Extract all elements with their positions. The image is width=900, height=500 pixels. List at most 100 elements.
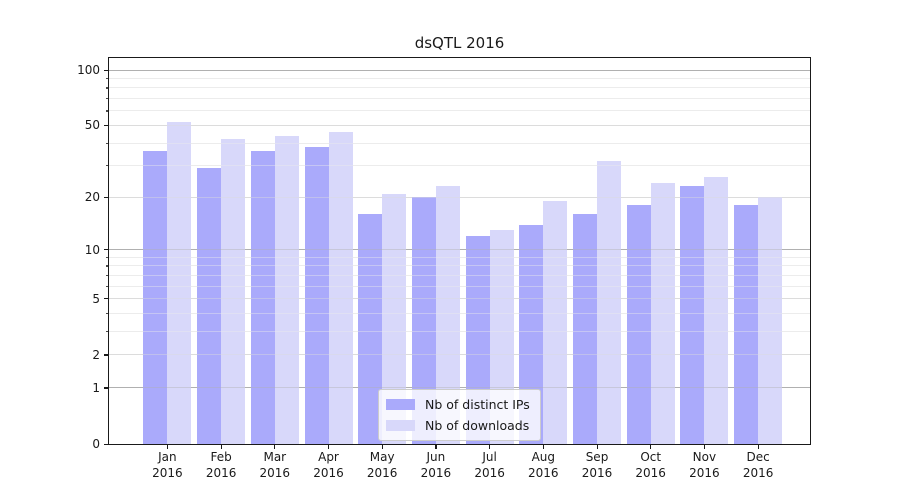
bar-feb-downloads bbox=[221, 139, 246, 444]
x-tick-year: 2016 bbox=[313, 466, 344, 480]
y-tick-mark-10 bbox=[104, 249, 109, 251]
legend: Nb of distinct IPs Nb of downloads bbox=[378, 389, 541, 441]
x-tick-month: Nov bbox=[692, 450, 717, 464]
gridlines-overlay-layer bbox=[109, 58, 810, 444]
x-tick-label-dec: Dec 2016 bbox=[730, 449, 786, 481]
y-tick-mark-20 bbox=[104, 196, 109, 198]
x-tick-mark-dec bbox=[757, 445, 759, 449]
gridline-y80 bbox=[109, 87, 810, 89]
bar-apr-distinct-ips bbox=[304, 147, 329, 444]
y-tick-mark-2 bbox=[104, 354, 109, 356]
x-tick-month: Sep bbox=[585, 450, 609, 464]
gridline-y100 bbox=[109, 69, 810, 71]
bar-oct-downloads bbox=[650, 183, 675, 444]
gridline-y40 bbox=[109, 142, 810, 144]
x-tick-month: May bbox=[369, 450, 395, 464]
y-tick-label-10: 10 bbox=[84, 242, 100, 257]
x-tick-mark-aug bbox=[542, 445, 544, 449]
gridline-y4 bbox=[109, 313, 810, 315]
gridline-y30 bbox=[109, 165, 810, 167]
y-tick-label-5: 5 bbox=[92, 291, 100, 306]
gridline-y9 bbox=[109, 256, 810, 258]
bar-sep-downloads bbox=[597, 160, 621, 444]
x-tick-year: 2016 bbox=[152, 466, 183, 480]
gridline-y70 bbox=[109, 98, 810, 100]
x-tick-year: 2016 bbox=[205, 466, 237, 480]
x-tick-mark-sep bbox=[596, 445, 598, 449]
y-minor-tick-mark-40 bbox=[106, 142, 109, 144]
y-minor-tick-mark-4 bbox=[106, 313, 109, 315]
y-minor-tick-mark-3 bbox=[106, 331, 109, 333]
x-tick-mark-jun bbox=[435, 445, 437, 449]
bar-nov-downloads bbox=[704, 176, 729, 444]
y-tick-label-0: 0 bbox=[92, 437, 100, 451]
x-tick-year: 2016 bbox=[366, 466, 398, 480]
legend-label: Nb of downloads bbox=[425, 418, 530, 433]
y-tick-mark-0 bbox=[104, 443, 109, 445]
gridline-y6 bbox=[109, 285, 810, 287]
x-tick-month: Jul bbox=[482, 450, 497, 464]
x-tick-mark-apr bbox=[328, 445, 330, 449]
x-tick-month: Feb bbox=[210, 450, 232, 464]
bar-dec-distinct-ips bbox=[734, 205, 759, 444]
y-minor-tick-mark-60 bbox=[106, 110, 109, 112]
x-tick-month: Jun bbox=[426, 450, 446, 464]
bar-aug-downloads bbox=[543, 201, 568, 444]
y-tick-mark-1 bbox=[104, 387, 109, 389]
bar-dec-downloads bbox=[758, 197, 783, 444]
x-tick-month: Aug bbox=[531, 450, 556, 464]
y-tick-label-2: 2 bbox=[92, 347, 100, 362]
legend-entry-downloads: Nb of downloads bbox=[386, 418, 530, 433]
gridline-y30 bbox=[109, 165, 810, 167]
y-minor-tick-mark-8 bbox=[106, 265, 109, 267]
y-minor-tick-mark-70 bbox=[106, 98, 109, 100]
x-tick-label-may: May 2016 bbox=[354, 449, 410, 481]
plot-area bbox=[108, 57, 811, 445]
gridline-y100 bbox=[109, 69, 810, 71]
gridline-y50 bbox=[109, 124, 810, 126]
x-tick-year: 2016 bbox=[474, 466, 505, 480]
gridline-y90 bbox=[109, 77, 810, 79]
x-tick-year: 2016 bbox=[689, 466, 720, 480]
gridline-y40 bbox=[109, 142, 810, 144]
x-tick-label-jan: Jan 2016 bbox=[139, 449, 195, 481]
legend-label: Nb of distinct IPs bbox=[425, 397, 530, 412]
gridline-y90 bbox=[109, 77, 810, 79]
bar-sep-distinct-ips bbox=[573, 214, 597, 444]
bar-oct-distinct-ips bbox=[626, 205, 651, 444]
gridline-y50 bbox=[109, 124, 810, 126]
gridline-y3 bbox=[109, 331, 810, 333]
y-minor-tick-mark-9 bbox=[106, 256, 109, 259]
bar-nov-distinct-ips bbox=[680, 186, 705, 444]
gridline-y70 bbox=[109, 98, 810, 100]
gridline-y1 bbox=[109, 387, 810, 389]
x-tick-label-apr: Apr 2016 bbox=[301, 449, 357, 481]
bar-mar-downloads bbox=[274, 135, 299, 444]
bar-apr-downloads bbox=[328, 131, 353, 444]
gridline-y7 bbox=[109, 274, 810, 276]
x-tick-mark-jan bbox=[166, 445, 169, 449]
y-tick-label-100: 100 bbox=[77, 63, 100, 77]
x-tick-mark-feb bbox=[220, 445, 222, 449]
x-tick-month: Jan bbox=[158, 450, 177, 464]
y-tick-mark-100 bbox=[104, 69, 109, 71]
x-tick-year: 2016 bbox=[528, 466, 559, 480]
x-tick-label-oct: Oct 2016 bbox=[623, 449, 679, 481]
bar-feb-distinct-ips bbox=[197, 168, 222, 444]
x-tick-label-feb: Feb 2016 bbox=[193, 449, 249, 481]
x-tick-label-jun: Jun 2016 bbox=[408, 449, 464, 481]
x-tick-label-mar: Mar 2016 bbox=[247, 449, 303, 481]
bar-mar-distinct-ips bbox=[250, 151, 275, 444]
y-minor-tick-mark-30 bbox=[106, 165, 109, 167]
x-tick-label-nov: Nov 2016 bbox=[676, 449, 732, 481]
legend-swatch-icon bbox=[386, 420, 415, 431]
x-tick-mark-mar bbox=[274, 445, 276, 449]
x-tick-year: 2016 bbox=[581, 466, 613, 480]
bar-jan-distinct-ips bbox=[143, 151, 168, 444]
x-tick-month: Oct bbox=[640, 450, 662, 464]
legend-swatch-icon bbox=[386, 399, 415, 410]
x-tick-year: 2016 bbox=[259, 466, 291, 480]
y-minor-tick-mark-90 bbox=[106, 77, 109, 80]
y-tick-label-20: 20 bbox=[84, 190, 100, 205]
x-tick-month: Apr bbox=[318, 450, 339, 464]
